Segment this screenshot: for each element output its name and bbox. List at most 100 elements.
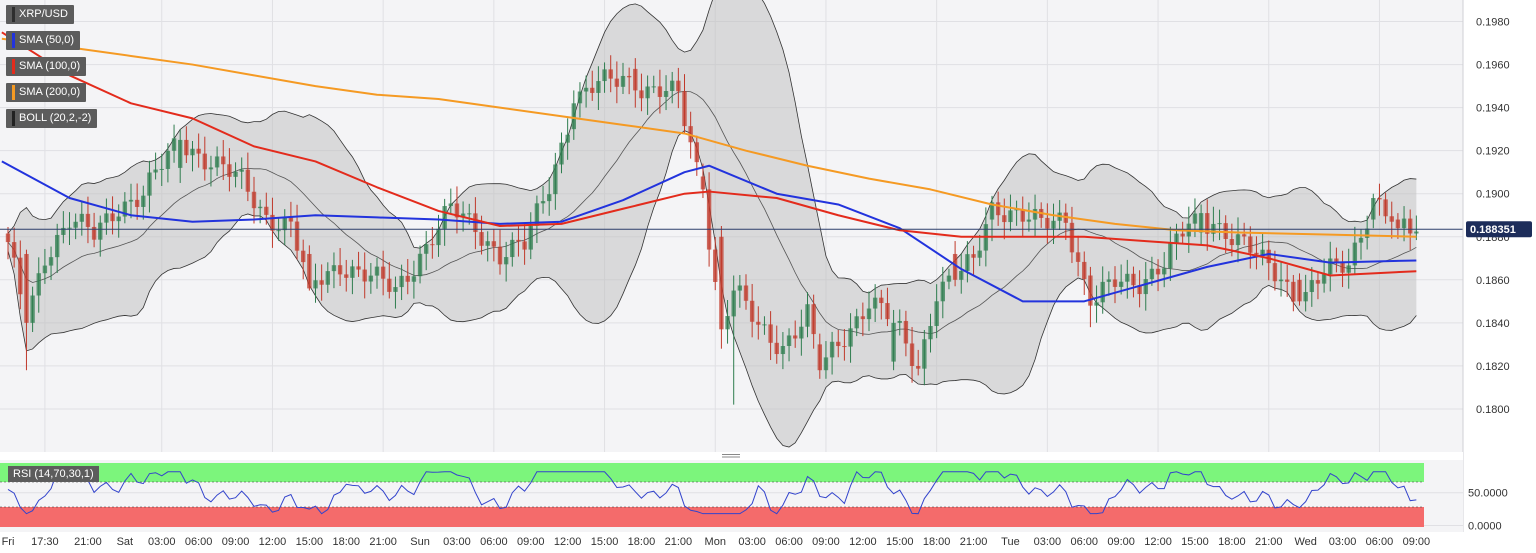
candle (1149, 256, 1155, 286)
candle (374, 257, 380, 289)
candle (1002, 198, 1007, 240)
candle-body (780, 346, 786, 355)
candle-body (1168, 243, 1173, 269)
candle (98, 215, 103, 257)
candle (1241, 222, 1247, 246)
candle-body (331, 265, 337, 272)
candle-body (147, 172, 152, 196)
candle (233, 162, 238, 188)
candle (1364, 215, 1370, 250)
sma200-line (1, 37, 1417, 238)
candle-body (307, 253, 312, 289)
candle-body (1315, 280, 1321, 284)
time-tick-label: 18:00 (628, 536, 656, 548)
rsi-overbought-zone (0, 463, 1424, 482)
time-tick-label: 21:00 (74, 536, 102, 548)
candle-body (98, 222, 103, 240)
candle-body (897, 320, 902, 323)
panel-divider[interactable] (0, 452, 1463, 460)
sma200-legend[interactable]: SMA (200,0) (6, 83, 87, 102)
candle (971, 245, 976, 275)
candle-body (245, 169, 251, 192)
candle (977, 234, 982, 267)
candle (178, 129, 183, 183)
candle-body (417, 253, 423, 277)
time-tick-label: 12:00 (1144, 536, 1172, 548)
candle (934, 284, 939, 339)
candle-body (1112, 279, 1118, 287)
candle-body (928, 326, 933, 340)
time-tick-label: 03:00 (1329, 536, 1357, 548)
candle-body (885, 303, 890, 320)
candle (749, 283, 755, 338)
time-tick-label: Wed (1294, 536, 1316, 548)
candle (1088, 266, 1093, 328)
rsi-legend[interactable]: RSI (14,70,30,1) (8, 466, 99, 482)
candle (350, 259, 355, 295)
candle-body (30, 295, 35, 323)
candle-body (965, 254, 970, 271)
candle (719, 226, 724, 349)
candle (1143, 262, 1148, 311)
candle-body (528, 225, 533, 250)
candle (1328, 241, 1333, 292)
candle (491, 229, 497, 262)
sma50-label: SMA (50,0) (19, 34, 75, 46)
candle (393, 276, 398, 309)
candle (823, 341, 829, 379)
candle (1371, 193, 1376, 229)
candle-body (1328, 258, 1333, 275)
rsi-tick-label: 50.0000 (1468, 488, 1508, 500)
candle-body (799, 326, 804, 339)
candle (141, 185, 146, 220)
candle-body (774, 342, 779, 355)
candle-body (860, 316, 866, 320)
boll-legend[interactable]: BOLL (20,2,-2) (6, 109, 98, 128)
resize-handle-icon[interactable] (722, 454, 740, 458)
candle-body (571, 103, 576, 130)
candle-body (257, 206, 263, 209)
candle (737, 275, 743, 308)
sma100-legend[interactable]: SMA (100,0) (6, 57, 87, 76)
candle-body (1248, 236, 1253, 253)
candle-body (1100, 281, 1105, 303)
sma200-swatch (12, 85, 15, 100)
candle (872, 284, 878, 322)
candle (221, 140, 226, 181)
candle-body (1383, 199, 1388, 217)
candle-body (657, 86, 663, 97)
candle (780, 332, 786, 370)
candle-body (786, 335, 792, 347)
candle-body (510, 239, 515, 258)
candle (1303, 274, 1308, 312)
candle-body (670, 80, 675, 91)
candle (171, 124, 177, 163)
candle (731, 275, 736, 405)
candle-body (214, 156, 220, 168)
candle-body (337, 265, 343, 275)
candle (184, 126, 189, 164)
candle (245, 152, 251, 202)
sma50-legend[interactable]: SMA (50,0) (6, 31, 81, 50)
candle-body (85, 213, 91, 227)
sma100-line (1, 31, 1417, 277)
candle-body (1143, 279, 1148, 295)
candle-body (977, 250, 982, 258)
candle (319, 264, 324, 301)
candle-body (1075, 252, 1081, 262)
candle-body (1254, 252, 1259, 255)
candle-body (171, 138, 177, 151)
price-tick-label: 0.1800 (1476, 404, 1510, 416)
candle-body (577, 91, 583, 104)
time-tick-label: 21:00 (665, 536, 693, 548)
candle (860, 302, 866, 337)
symbol-legend[interactable]: XRP/USD (6, 5, 74, 24)
candle-body (159, 168, 164, 170)
candle-body (436, 228, 441, 246)
candle (786, 328, 792, 362)
candle-body (1309, 280, 1314, 293)
candle-body (854, 316, 859, 329)
candle (116, 204, 121, 238)
candle-body (1358, 237, 1364, 243)
